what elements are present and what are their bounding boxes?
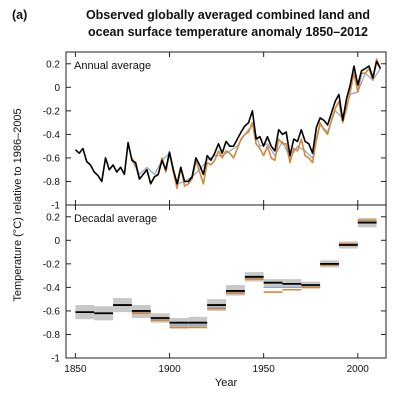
xtick-label-3: 2000 bbox=[347, 364, 370, 375]
annual-series-line-blue_series bbox=[131, 68, 381, 185]
decadal-ytick-label-5: -0.8 bbox=[43, 330, 61, 341]
decadal-ytick-label-1: 0 bbox=[54, 236, 60, 247]
annual-ytick-label-6: -1 bbox=[51, 201, 60, 212]
decadal-ytick-label-4: -0.6 bbox=[43, 306, 61, 317]
decadal-ytick-label-6: -1 bbox=[51, 354, 60, 365]
decadal-ytick-label-3: -0.4 bbox=[43, 283, 61, 294]
chart-title-line-1: Observed globally averaged combined land… bbox=[86, 8, 370, 22]
decadal-marks bbox=[75, 217, 377, 329]
decadal-ytick-label-2: -0.2 bbox=[43, 259, 61, 270]
annual-ytick-label-4: -0.6 bbox=[43, 153, 61, 164]
annual-panel-title: Annual average bbox=[74, 60, 151, 72]
y-axis-label: Temperature (°C) relative to 1986–2005 bbox=[12, 108, 24, 301]
decadal-y-ticks: 0.2 0 -0.2 -0.4 -0.6 -0.8 -1 bbox=[43, 212, 386, 365]
decadal-panel-frame bbox=[65, 204, 387, 359]
annual-ytick-label-5: -0.8 bbox=[43, 177, 61, 188]
annual-ytick-label-2: -0.2 bbox=[43, 106, 61, 117]
annual-y-ticks: 0.2 0 -0.2 -0.4 -0.6 -0.8 -1 bbox=[43, 59, 386, 212]
xtick-label-1: 1900 bbox=[158, 364, 181, 375]
annual-panel-frame bbox=[65, 51, 387, 206]
annual-lines bbox=[74, 58, 382, 190]
decadal-panel-title: Decadal average bbox=[74, 213, 157, 225]
panel-label: (a) bbox=[12, 8, 27, 22]
annual-series-line-black_series bbox=[74, 60, 382, 185]
annual-ytick-label-3: -0.4 bbox=[43, 130, 61, 141]
chart-title-line-2: ocean surface temperature anomaly 1850–2… bbox=[88, 25, 368, 39]
x-axis-label: Year bbox=[215, 377, 238, 389]
x-ticks: 1850 1900 1950 2000 bbox=[64, 52, 369, 375]
annual-series-line-orange_series bbox=[131, 58, 382, 190]
xtick-label-0: 1850 bbox=[64, 364, 87, 375]
xtick-label-2: 1950 bbox=[253, 364, 276, 375]
annual-ytick-label-0: 0.2 bbox=[46, 59, 60, 70]
decadal-ytick-label-0: 0.2 bbox=[46, 212, 60, 223]
annual-ytick-label-1: 0 bbox=[54, 83, 60, 94]
